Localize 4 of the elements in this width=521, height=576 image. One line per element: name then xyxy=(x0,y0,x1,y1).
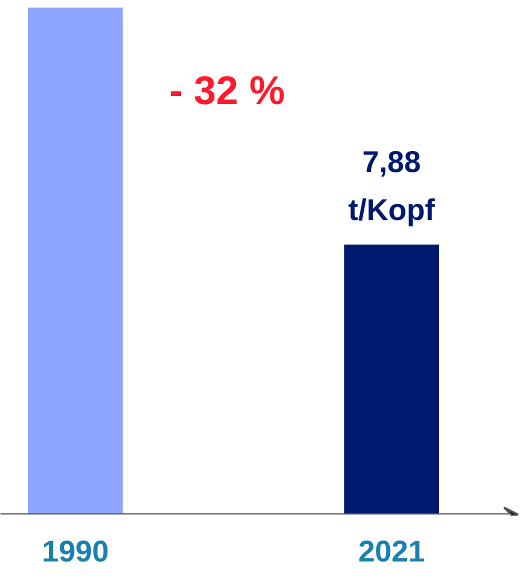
data-label: 7,88 t/Kopf xyxy=(348,146,436,227)
x-tick-label: 1990 xyxy=(42,536,109,568)
annotation: - 32 % xyxy=(169,69,285,114)
x-tick-label: 2021 xyxy=(358,536,425,568)
